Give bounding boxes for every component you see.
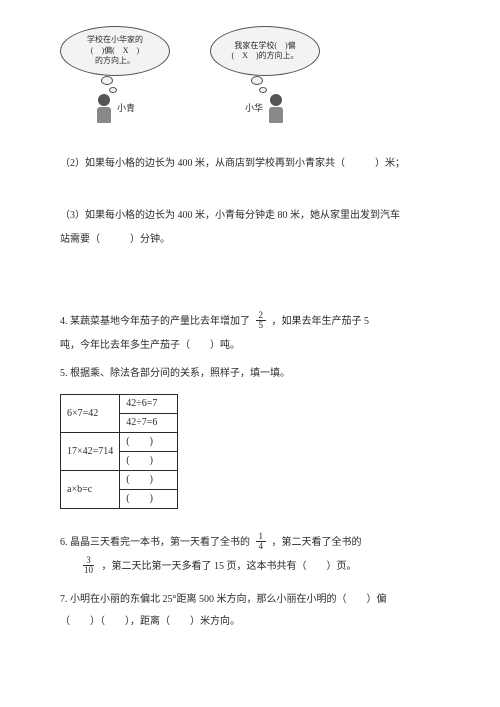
question-2: （2）如果每小格的边长为 400 米，从商店到学校再到小青家共（ ）米； (60, 152, 445, 176)
figure-icon (95, 94, 113, 124)
table-cell: a×b=c (61, 471, 120, 509)
question-5: 5. 根据乘、除法各部分间的关系，照样子，填一填。 (60, 362, 445, 386)
table-cell: ( ) (120, 490, 178, 509)
question-text: 站需要（ ）分钟。 (60, 228, 445, 252)
question-text: （2）如果每小格的边长为 400 米，从商店到学校再到小青家共（ ）米； (60, 158, 405, 169)
question-text: 4. 某蔬菜基地今年茄子的产量比去年增加了 (60, 316, 250, 327)
table-cell: 6×7=42 (61, 395, 120, 433)
table-cell: 42÷6=7 (120, 395, 178, 414)
bubble-text: 的方向上。 (95, 56, 135, 66)
fraction-1-4: 1 4 (256, 532, 267, 551)
table-cell: 42÷7=6 (120, 414, 178, 433)
question-text: 吨，今年比去年多生产茄子（ ）吨。 (60, 334, 445, 358)
table-cell: ( ) (120, 433, 178, 452)
question-text: ，如果去年生产茄子 5 (272, 316, 370, 327)
question-text: ，第二天比第一天多看了 15 页，这本书共有（ ）页。 (102, 561, 357, 572)
person-left: 小青 (95, 94, 135, 124)
thought-bubble-left: 学校在小华家的 ( )偏( X ) 的方向上。 (60, 26, 170, 76)
question-6: 6. 晶晶三天看完一本书，第一天看了全书的 1 4 ，第二天看了全书的 3 10… (60, 531, 445, 579)
question-4: 4. 某蔬菜基地今年茄子的产量比去年增加了 2 5 ，如果去年生产茄子 5 吨，… (60, 310, 445, 358)
fraction-2-5: 2 5 (256, 311, 267, 330)
question-6-line2: 3 10 ，第二天比第一天多看了 15 页，这本书共有（ ）页。 (60, 555, 445, 579)
figure-icon (267, 94, 285, 124)
fraction-3-10: 3 10 (81, 556, 96, 575)
bubble-text: 我家在学校( )偏 (234, 41, 295, 51)
question-3: （3）如果每小格的边长为 400 米，小青每分钟走 80 米，她从家里出发到汽车… (60, 204, 445, 252)
relation-table: 6×7=42 42÷6=7 42÷7=6 17×42=714 ( ) ( ) a… (60, 394, 178, 509)
person-name: 小华 (245, 98, 263, 120)
question-text: ，第二天看了全书的 (272, 537, 362, 548)
bubble-text: ( X )的方向上。 (231, 51, 298, 61)
person-right: 小华 (245, 94, 285, 124)
table-row: 17×42=714 ( ) (61, 433, 178, 452)
table-cell: ( ) (120, 452, 178, 471)
denominator: 4 (256, 542, 267, 551)
question-7: 7. 小明在小丽的东偏北 25°距离 500 米方向，那么小丽在小明的（ ）偏 … (60, 589, 445, 633)
denominator: 10 (81, 566, 96, 575)
denominator: 5 (256, 321, 267, 330)
table-row: 6×7=42 42÷6=7 (61, 395, 178, 414)
bubble-text: ( )偏( X ) (91, 46, 139, 56)
bubble-text: 学校在小华家的 (87, 35, 143, 45)
illustration-row: 学校在小华家的 ( )偏( X ) 的方向上。 小青 我家在学校( )偏 ( X… (60, 26, 445, 124)
table-cell: 17×42=714 (61, 433, 120, 471)
char-xiaoqing: 学校在小华家的 ( )偏( X ) 的方向上。 小青 (60, 26, 170, 124)
table-row: a×b=c ( ) (61, 471, 178, 490)
question-text: （ ）（ ），距离（ ）米方向。 (60, 611, 445, 633)
question-text: 7. 小明在小丽的东偏北 25°距离 500 米方向，那么小丽在小明的（ ）偏 (60, 589, 445, 611)
person-name: 小青 (117, 98, 135, 120)
spacer (60, 280, 445, 310)
question-text: 6. 晶晶三天看完一本书，第一天看了全书的 (60, 537, 250, 548)
question-text: （3）如果每小格的边长为 400 米，小青每分钟走 80 米，她从家里出发到汽车 (60, 204, 445, 228)
char-xiaohua: 我家在学校( )偏 ( X )的方向上。 小华 (210, 26, 320, 124)
thought-bubble-right: 我家在学校( )偏 ( X )的方向上。 (210, 26, 320, 76)
table-cell: ( ) (120, 471, 178, 490)
